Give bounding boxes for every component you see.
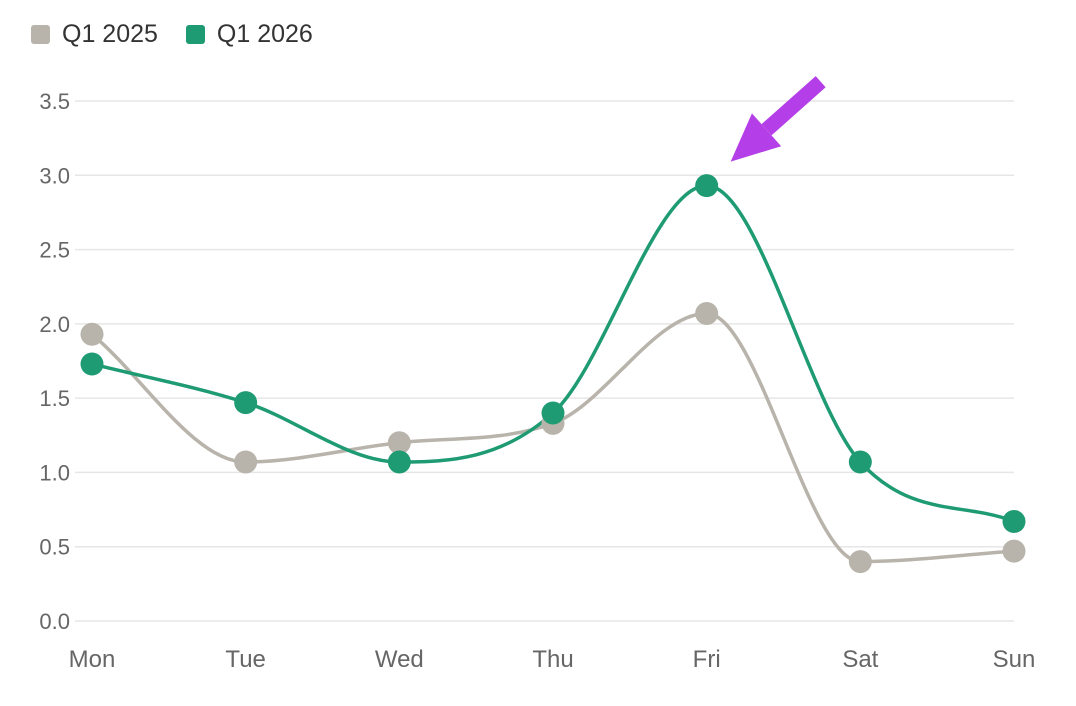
chart-legend: Q1 2025 Q1 2026: [31, 20, 313, 49]
legend-label-q1-2026: Q1 2026: [216, 20, 313, 48]
y-tick-label: 1.5: [39, 386, 70, 411]
data-point-q1-2025-sun[interactable]: [1002, 539, 1026, 563]
legend-swatch-q1-2026: [185, 25, 205, 44]
y-tick-label: 3.0: [39, 163, 70, 188]
data-point-q1-2026-mon[interactable]: [80, 352, 104, 376]
grid-lines: [75, 100, 1014, 622]
x-tick-label: Fri: [693, 646, 721, 673]
annotation-arrow: [730, 76, 826, 162]
series-points: [80, 174, 1026, 574]
data-point-q1-2025-fri[interactable]: [695, 301, 719, 325]
data-point-q1-2025-tue[interactable]: [234, 450, 258, 474]
x-tick-label: Sun: [993, 646, 1036, 673]
data-point-q1-2026-thu[interactable]: [541, 401, 565, 425]
x-tick-label: Tue: [225, 646, 265, 673]
data-point-q1-2025-mon[interactable]: [80, 322, 104, 346]
legend-label-q1-2025: Q1 2025: [62, 20, 158, 48]
series-line-q1-2025: [90, 311, 1016, 564]
x-axis-ticks: Mon Tue Wed Thu Fri Sat Sun: [69, 646, 1036, 673]
data-point-q1-2026-sun[interactable]: [1002, 509, 1026, 533]
y-axis-ticks: 0.0 0.5 1.0 1.5 2.0 2.5 3.0 3.5: [39, 89, 70, 634]
data-point-q1-2026-tue[interactable]: [234, 391, 258, 415]
y-tick-label: 2.0: [39, 312, 70, 337]
legend-item-q1-2025[interactable]: Q1 2025: [31, 20, 158, 49]
series-lines: [90, 183, 1016, 564]
x-tick-label: Sat: [842, 646, 878, 673]
y-tick-label: 0.0: [39, 609, 70, 634]
legend-item-q1-2026[interactable]: Q1 2026: [185, 20, 313, 49]
data-point-q1-2026-sat[interactable]: [848, 450, 872, 474]
series-line-q1-2026: [90, 183, 1016, 524]
annotation-arrow-head: [730, 113, 782, 162]
x-tick-label: Mon: [69, 646, 116, 673]
data-point-q1-2026-wed[interactable]: [387, 450, 411, 474]
y-tick-label: 1.0: [39, 460, 70, 485]
legend-swatch-q1-2025: [31, 25, 50, 44]
y-tick-label: 0.5: [39, 535, 70, 560]
data-point-q1-2025-sat[interactable]: [848, 550, 872, 574]
x-tick-label: Thu: [532, 646, 573, 673]
y-tick-label: 3.5: [39, 89, 70, 114]
data-point-q1-2026-fri[interactable]: [695, 174, 719, 198]
x-tick-label: Wed: [375, 646, 424, 673]
data-point-q1-2025-wed[interactable]: [387, 431, 411, 455]
y-tick-label: 2.5: [39, 238, 70, 263]
annotation-arrow-shaft: [761, 76, 826, 136]
